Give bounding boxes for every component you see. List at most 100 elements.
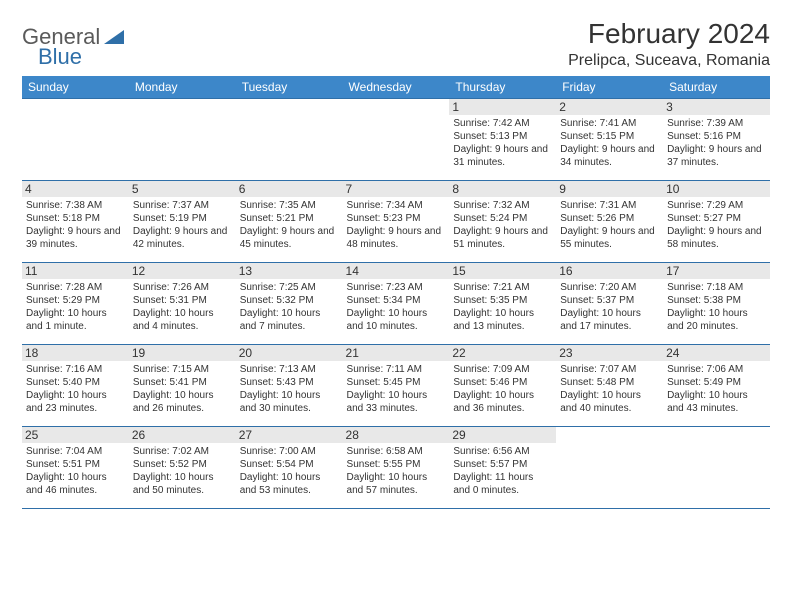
daylight-text: Daylight: 10 hours and 17 minutes. [560,307,659,333]
day-info: Sunrise: 7:29 AMSunset: 5:27 PMDaylight:… [667,199,766,251]
day-number: 5 [129,181,236,197]
sunset-text: Sunset: 5:18 PM [26,212,125,225]
sunrise-text: Sunrise: 7:18 AM [667,281,766,294]
sunset-text: Sunset: 5:23 PM [347,212,446,225]
sunrise-text: Sunrise: 7:21 AM [453,281,552,294]
sunset-text: Sunset: 5:37 PM [560,294,659,307]
calendar-day-cell: 24 Sunrise: 7:06 AMSunset: 5:49 PMDayligh… [663,345,770,427]
daylight-text: Daylight: 10 hours and 13 minutes. [453,307,552,333]
weekday-header: Friday [556,76,663,99]
sunset-text: Sunset: 5:16 PM [667,130,766,143]
day-number: 16 [556,263,663,279]
day-info: Sunrise: 7:41 AMSunset: 5:15 PMDaylight:… [560,117,659,169]
day-info: Sunrise: 7:18 AMSunset: 5:38 PMDaylight:… [667,281,766,333]
day-info: Sunrise: 7:06 AMSunset: 5:49 PMDaylight:… [667,363,766,415]
sunrise-text: Sunrise: 7:11 AM [347,363,446,376]
sunrise-text: Sunrise: 7:13 AM [240,363,339,376]
daylight-text: Daylight: 9 hours and 34 minutes. [560,143,659,169]
day-info: Sunrise: 7:16 AMSunset: 5:40 PMDaylight:… [26,363,125,415]
day-number: 3 [663,99,770,115]
sunrise-text: Sunrise: 7:25 AM [240,281,339,294]
calendar-row: 11 Sunrise: 7:28 AMSunset: 5:29 PMDayligh… [22,263,770,345]
calendar-empty-cell [129,99,236,181]
calendar-row: 18Sunrise: 7:16 AMSunset: 5:40 PMDayligh… [22,345,770,427]
day-info: Sunrise: 7:09 AMSunset: 5:46 PMDaylight:… [453,363,552,415]
day-number: 12 [129,263,236,279]
daylight-text: Daylight: 9 hours and 42 minutes. [133,225,232,251]
sunset-text: Sunset: 5:26 PM [560,212,659,225]
day-info: Sunrise: 7:23 AMSunset: 5:34 PMDaylight:… [347,281,446,333]
day-info: Sunrise: 7:13 AMSunset: 5:43 PMDaylight:… [240,363,339,415]
sunrise-text: Sunrise: 7:38 AM [26,199,125,212]
calendar-day-cell: 5 Sunrise: 7:37 AMSunset: 5:19 PMDaylight… [129,181,236,263]
calendar-row: 25Sunrise: 7:04 AMSunset: 5:51 PMDayligh… [22,427,770,509]
day-number: 17 [663,263,770,279]
sunset-text: Sunset: 5:52 PM [133,458,232,471]
daylight-text: Daylight: 10 hours and 57 minutes. [347,471,446,497]
calendar-day-cell: 3Sunrise: 7:39 AMSunset: 5:16 PMDaylight… [663,99,770,181]
logo-triangle-icon [104,24,124,50]
day-info: Sunrise: 7:28 AMSunset: 5:29 PMDaylight:… [26,281,125,333]
sunset-text: Sunset: 5:57 PM [453,458,552,471]
calendar-table: SundayMondayTuesdayWednesdayThursdayFrid… [22,76,770,509]
daylight-text: Daylight: 10 hours and 43 minutes. [667,389,766,415]
day-info: Sunrise: 7:37 AMSunset: 5:19 PMDaylight:… [133,199,232,251]
logo-text-blue: Blue [38,44,82,70]
sunset-text: Sunset: 5:27 PM [667,212,766,225]
daylight-text: Daylight: 10 hours and 10 minutes. [347,307,446,333]
calendar-day-cell: 21Sunrise: 7:11 AMSunset: 5:45 PMDayligh… [343,345,450,427]
daylight-text: Daylight: 10 hours and 7 minutes. [240,307,339,333]
day-info: Sunrise: 7:20 AMSunset: 5:37 PMDaylight:… [560,281,659,333]
day-number: 15 [449,263,556,279]
day-info: Sunrise: 7:11 AMSunset: 5:45 PMDaylight:… [347,363,446,415]
sunset-text: Sunset: 5:35 PM [453,294,552,307]
month-title: February 2024 [568,18,770,50]
sunrise-text: Sunrise: 7:02 AM [133,445,232,458]
sunrise-text: Sunrise: 7:07 AM [560,363,659,376]
daylight-text: Daylight: 9 hours and 48 minutes. [347,225,446,251]
sunrise-text: Sunrise: 7:04 AM [26,445,125,458]
calendar-day-cell: 27Sunrise: 7:00 AMSunset: 5:54 PMDayligh… [236,427,343,509]
daylight-text: Daylight: 10 hours and 20 minutes. [667,307,766,333]
day-number: 19 [129,345,236,361]
daylight-text: Daylight: 9 hours and 51 minutes. [453,225,552,251]
sunset-text: Sunset: 5:51 PM [26,458,125,471]
day-number: 22 [449,345,556,361]
sunset-text: Sunset: 5:41 PM [133,376,232,389]
calendar-empty-cell [556,427,663,509]
day-number: 11 [22,263,129,279]
sunrise-text: Sunrise: 7:32 AM [453,199,552,212]
sunset-text: Sunset: 5:46 PM [453,376,552,389]
daylight-text: Daylight: 11 hours and 0 minutes. [453,471,552,497]
day-info: Sunrise: 6:56 AMSunset: 5:57 PMDaylight:… [453,445,552,497]
calendar-day-cell: 7Sunrise: 7:34 AMSunset: 5:23 PMDaylight… [343,181,450,263]
calendar-day-cell: 12Sunrise: 7:26 AMSunset: 5:31 PMDayligh… [129,263,236,345]
calendar-day-cell: 25Sunrise: 7:04 AMSunset: 5:51 PMDayligh… [22,427,129,509]
day-info: Sunrise: 7:00 AMSunset: 5:54 PMDaylight:… [240,445,339,497]
calendar-empty-cell [22,99,129,181]
title-block: February 2024 Prelipca, Suceava, Romania [568,18,770,70]
daylight-text: Daylight: 10 hours and 36 minutes. [453,389,552,415]
day-info: Sunrise: 7:21 AMSunset: 5:35 PMDaylight:… [453,281,552,333]
calendar-day-cell: 29Sunrise: 6:56 AMSunset: 5:57 PMDayligh… [449,427,556,509]
sunrise-text: Sunrise: 6:58 AM [347,445,446,458]
day-number: 28 [343,427,450,443]
header: General February 2024 Prelipca, Suceava,… [22,18,770,70]
day-number: 24 [663,345,770,361]
day-info: Sunrise: 7:34 AMSunset: 5:23 PMDaylight:… [347,199,446,251]
sunset-text: Sunset: 5:29 PM [26,294,125,307]
sunrise-text: Sunrise: 7:20 AM [560,281,659,294]
day-info: Sunrise: 7:07 AMSunset: 5:48 PMDaylight:… [560,363,659,415]
calendar-empty-cell [343,99,450,181]
day-number: 6 [236,181,343,197]
calendar-empty-cell [236,99,343,181]
daylight-text: Daylight: 10 hours and 26 minutes. [133,389,232,415]
weekday-header: Tuesday [236,76,343,99]
sunrise-text: Sunrise: 7:42 AM [453,117,552,130]
day-number: 14 [343,263,450,279]
sunrise-text: Sunrise: 7:26 AM [133,281,232,294]
sunrise-text: Sunrise: 7:41 AM [560,117,659,130]
location: Prelipca, Suceava, Romania [568,52,770,70]
sunrise-text: Sunrise: 7:09 AM [453,363,552,376]
calendar-day-cell: 23Sunrise: 7:07 AMSunset: 5:48 PMDayligh… [556,345,663,427]
